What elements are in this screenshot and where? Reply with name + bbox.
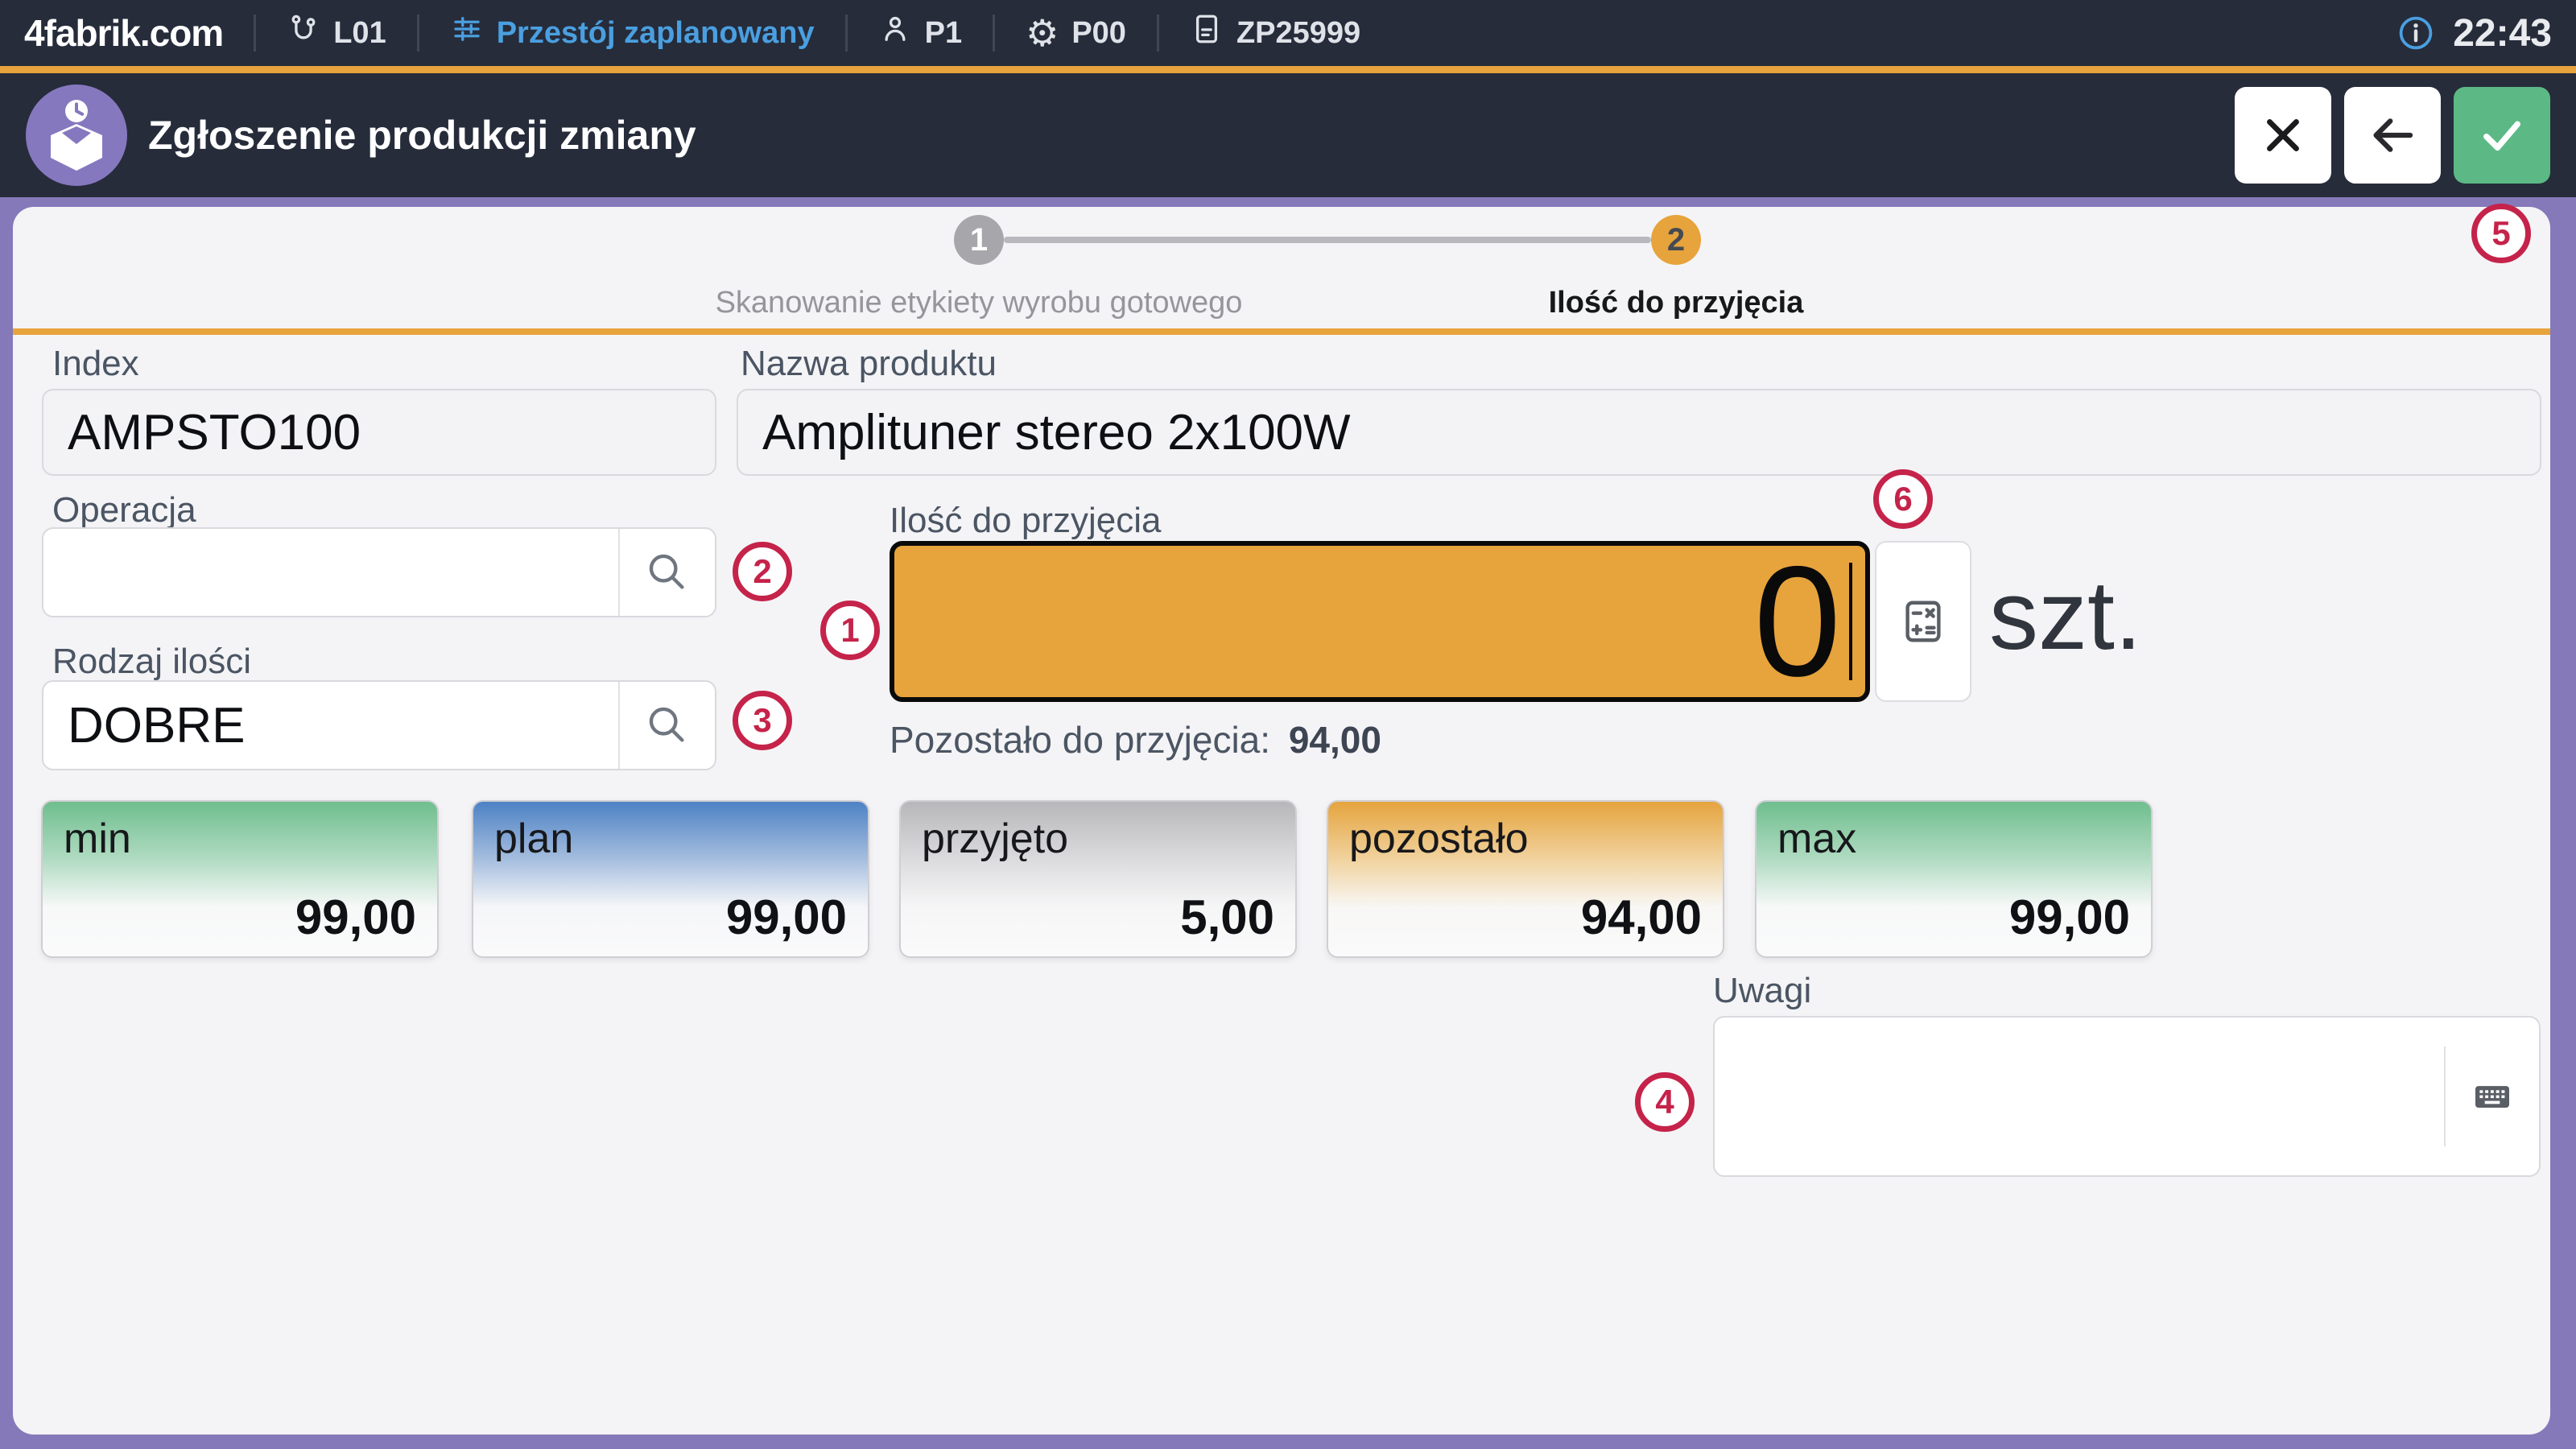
quantity-label: Ilość do przyjęcia — [890, 501, 1162, 540]
remaining-line: Pozostało do przyjęcia: 94,00 — [890, 718, 1381, 762]
operation-label: Operacja — [52, 490, 196, 530]
annotation-badge-6: 6 — [1873, 469, 1933, 529]
annotation-badge-1: 1 — [820, 601, 880, 660]
product-name-input[interactable] — [738, 390, 2540, 474]
index-input[interactable] — [43, 390, 715, 474]
stat-card-min: min 99,00 — [41, 800, 439, 958]
stat-label: max — [1777, 815, 1857, 862]
keyboard-button[interactable] — [2446, 1018, 2539, 1175]
product-name-field — [737, 389, 2541, 476]
accent-divider — [0, 66, 2576, 73]
statusbar-item-downtime[interactable]: Przestój zaplanowany — [450, 12, 815, 54]
stat-label: pozostało — [1349, 815, 1529, 862]
clock: 22:43 — [2453, 11, 2552, 55]
notes-label: Uwagi — [1713, 971, 1812, 1010]
divider — [254, 14, 257, 52]
statusbar-item-order[interactable]: ZP25999 — [1190, 12, 1360, 54]
step-2-circle[interactable]: 2 — [1651, 215, 1701, 265]
production-box-icon — [26, 85, 127, 186]
close-icon — [2267, 119, 2299, 151]
annotation-badge-4: 4 — [1635, 1072, 1695, 1132]
statusbar-item-label: P00 — [1071, 15, 1126, 50]
arrow-left-icon — [2373, 118, 2413, 152]
check-icon — [2483, 121, 2520, 151]
annotation-badge-5: 5 — [2471, 204, 2531, 263]
stat-value: 99,00 — [2008, 890, 2130, 944]
confirm-button[interactable] — [2454, 87, 2550, 184]
page-title: Zgłoszenie produkcji zmiany — [148, 113, 696, 158]
section-divider — [13, 328, 2550, 335]
back-button[interactable] — [2344, 87, 2441, 184]
calculator-icon — [1905, 601, 1941, 642]
divider — [618, 682, 620, 769]
step-1-scan-label[interactable]: 1 Skanowanie etykiety wyrobu gotowego — [697, 215, 1261, 320]
quantity-unit: szt. — [1989, 560, 2142, 670]
statusbar-item-process[interactable]: ⚙ P00 — [1026, 12, 1126, 54]
document-icon — [1190, 12, 1224, 54]
info-icon[interactable] — [2396, 14, 2435, 52]
statusbar-item-label: Przestój zaplanowany — [496, 15, 815, 50]
app-header: Zgłoszenie produkcji zmiany — [0, 73, 2576, 197]
route-icon — [287, 12, 320, 54]
stat-value: 99,00 — [725, 890, 847, 944]
search-icon — [649, 554, 684, 589]
divider — [416, 14, 419, 52]
gear-icon: ⚙ — [1026, 12, 1059, 54]
quantity-value: 0 — [1753, 533, 1841, 709]
operation-field — [42, 527, 716, 617]
step-2-quantity[interactable]: 2 Ilość do przyjęcia — [1394, 215, 1958, 320]
stat-value: 5,00 — [1180, 890, 1274, 944]
product-name-label: Nazwa produktu — [741, 344, 997, 383]
index-label: Index — [52, 344, 139, 383]
stat-value: 94,00 — [1580, 890, 1702, 944]
statusbar-item-label: ZP25999 — [1236, 15, 1361, 50]
divider — [2444, 1046, 2446, 1146]
remaining-value: 94,00 — [1288, 719, 1381, 761]
operation-search-button[interactable] — [620, 529, 715, 616]
top-status-bar: 4fabrik.com L01 Przestój zaplanowany — [0, 0, 2576, 66]
keyboard-icon — [2475, 1086, 2509, 1108]
quantity-input[interactable]: 0 — [890, 541, 1870, 702]
quantity-type-search-button[interactable] — [620, 682, 715, 769]
close-button[interactable] — [2235, 87, 2331, 184]
step-2-label: Ilość do przyjęcia — [1548, 286, 1804, 320]
search-icon — [649, 707, 684, 742]
stepper-connector — [1004, 237, 1651, 243]
step-1-label: Skanowanie etykiety wyrobu gotowego — [715, 286, 1243, 320]
sliders-icon — [450, 12, 484, 54]
stat-card-plan: plan 99,00 — [472, 800, 869, 958]
stat-label: min — [64, 815, 131, 862]
stat-card-remaining: pozostało 94,00 — [1327, 800, 1724, 958]
statusbar-item-line[interactable]: L01 — [287, 12, 386, 54]
text-caret — [1849, 563, 1852, 680]
stat-label: przyjęto — [922, 815, 1069, 862]
index-field — [42, 389, 716, 476]
notes-field — [1713, 1016, 2541, 1177]
stat-value: 99,00 — [295, 890, 416, 944]
stat-card-accepted: przyjęto 5,00 — [899, 800, 1297, 958]
step-1-circle[interactable]: 1 — [954, 215, 1004, 265]
statusbar-item-label: L01 — [333, 15, 386, 50]
remaining-label: Pozostało do przyjęcia: — [890, 719, 1271, 761]
person-icon — [878, 12, 912, 54]
divider — [844, 14, 848, 52]
brand-logo: 4fabrik.com — [24, 12, 224, 54]
annotation-badge-3: 3 — [733, 691, 792, 750]
calculator-button[interactable] — [1875, 541, 1971, 702]
main-panel: 1 Skanowanie etykiety wyrobu gotowego 2 … — [13, 204, 2550, 1435]
stat-card-max: max 99,00 — [1755, 800, 2153, 958]
divider — [618, 529, 620, 616]
operation-input[interactable] — [43, 529, 618, 616]
statusbar-item-label: P1 — [924, 15, 963, 50]
statusbar-item-operator[interactable]: P1 — [878, 12, 962, 54]
quantity-type-label: Rodzaj ilości — [52, 642, 251, 681]
stat-label: plan — [494, 815, 574, 862]
annotation-badge-2: 2 — [733, 542, 792, 601]
quantity-type-input[interactable] — [43, 682, 618, 769]
divider — [1156, 14, 1159, 52]
divider — [993, 14, 996, 52]
quantity-type-field — [42, 680, 716, 770]
notes-textarea[interactable] — [1715, 1018, 2444, 1175]
